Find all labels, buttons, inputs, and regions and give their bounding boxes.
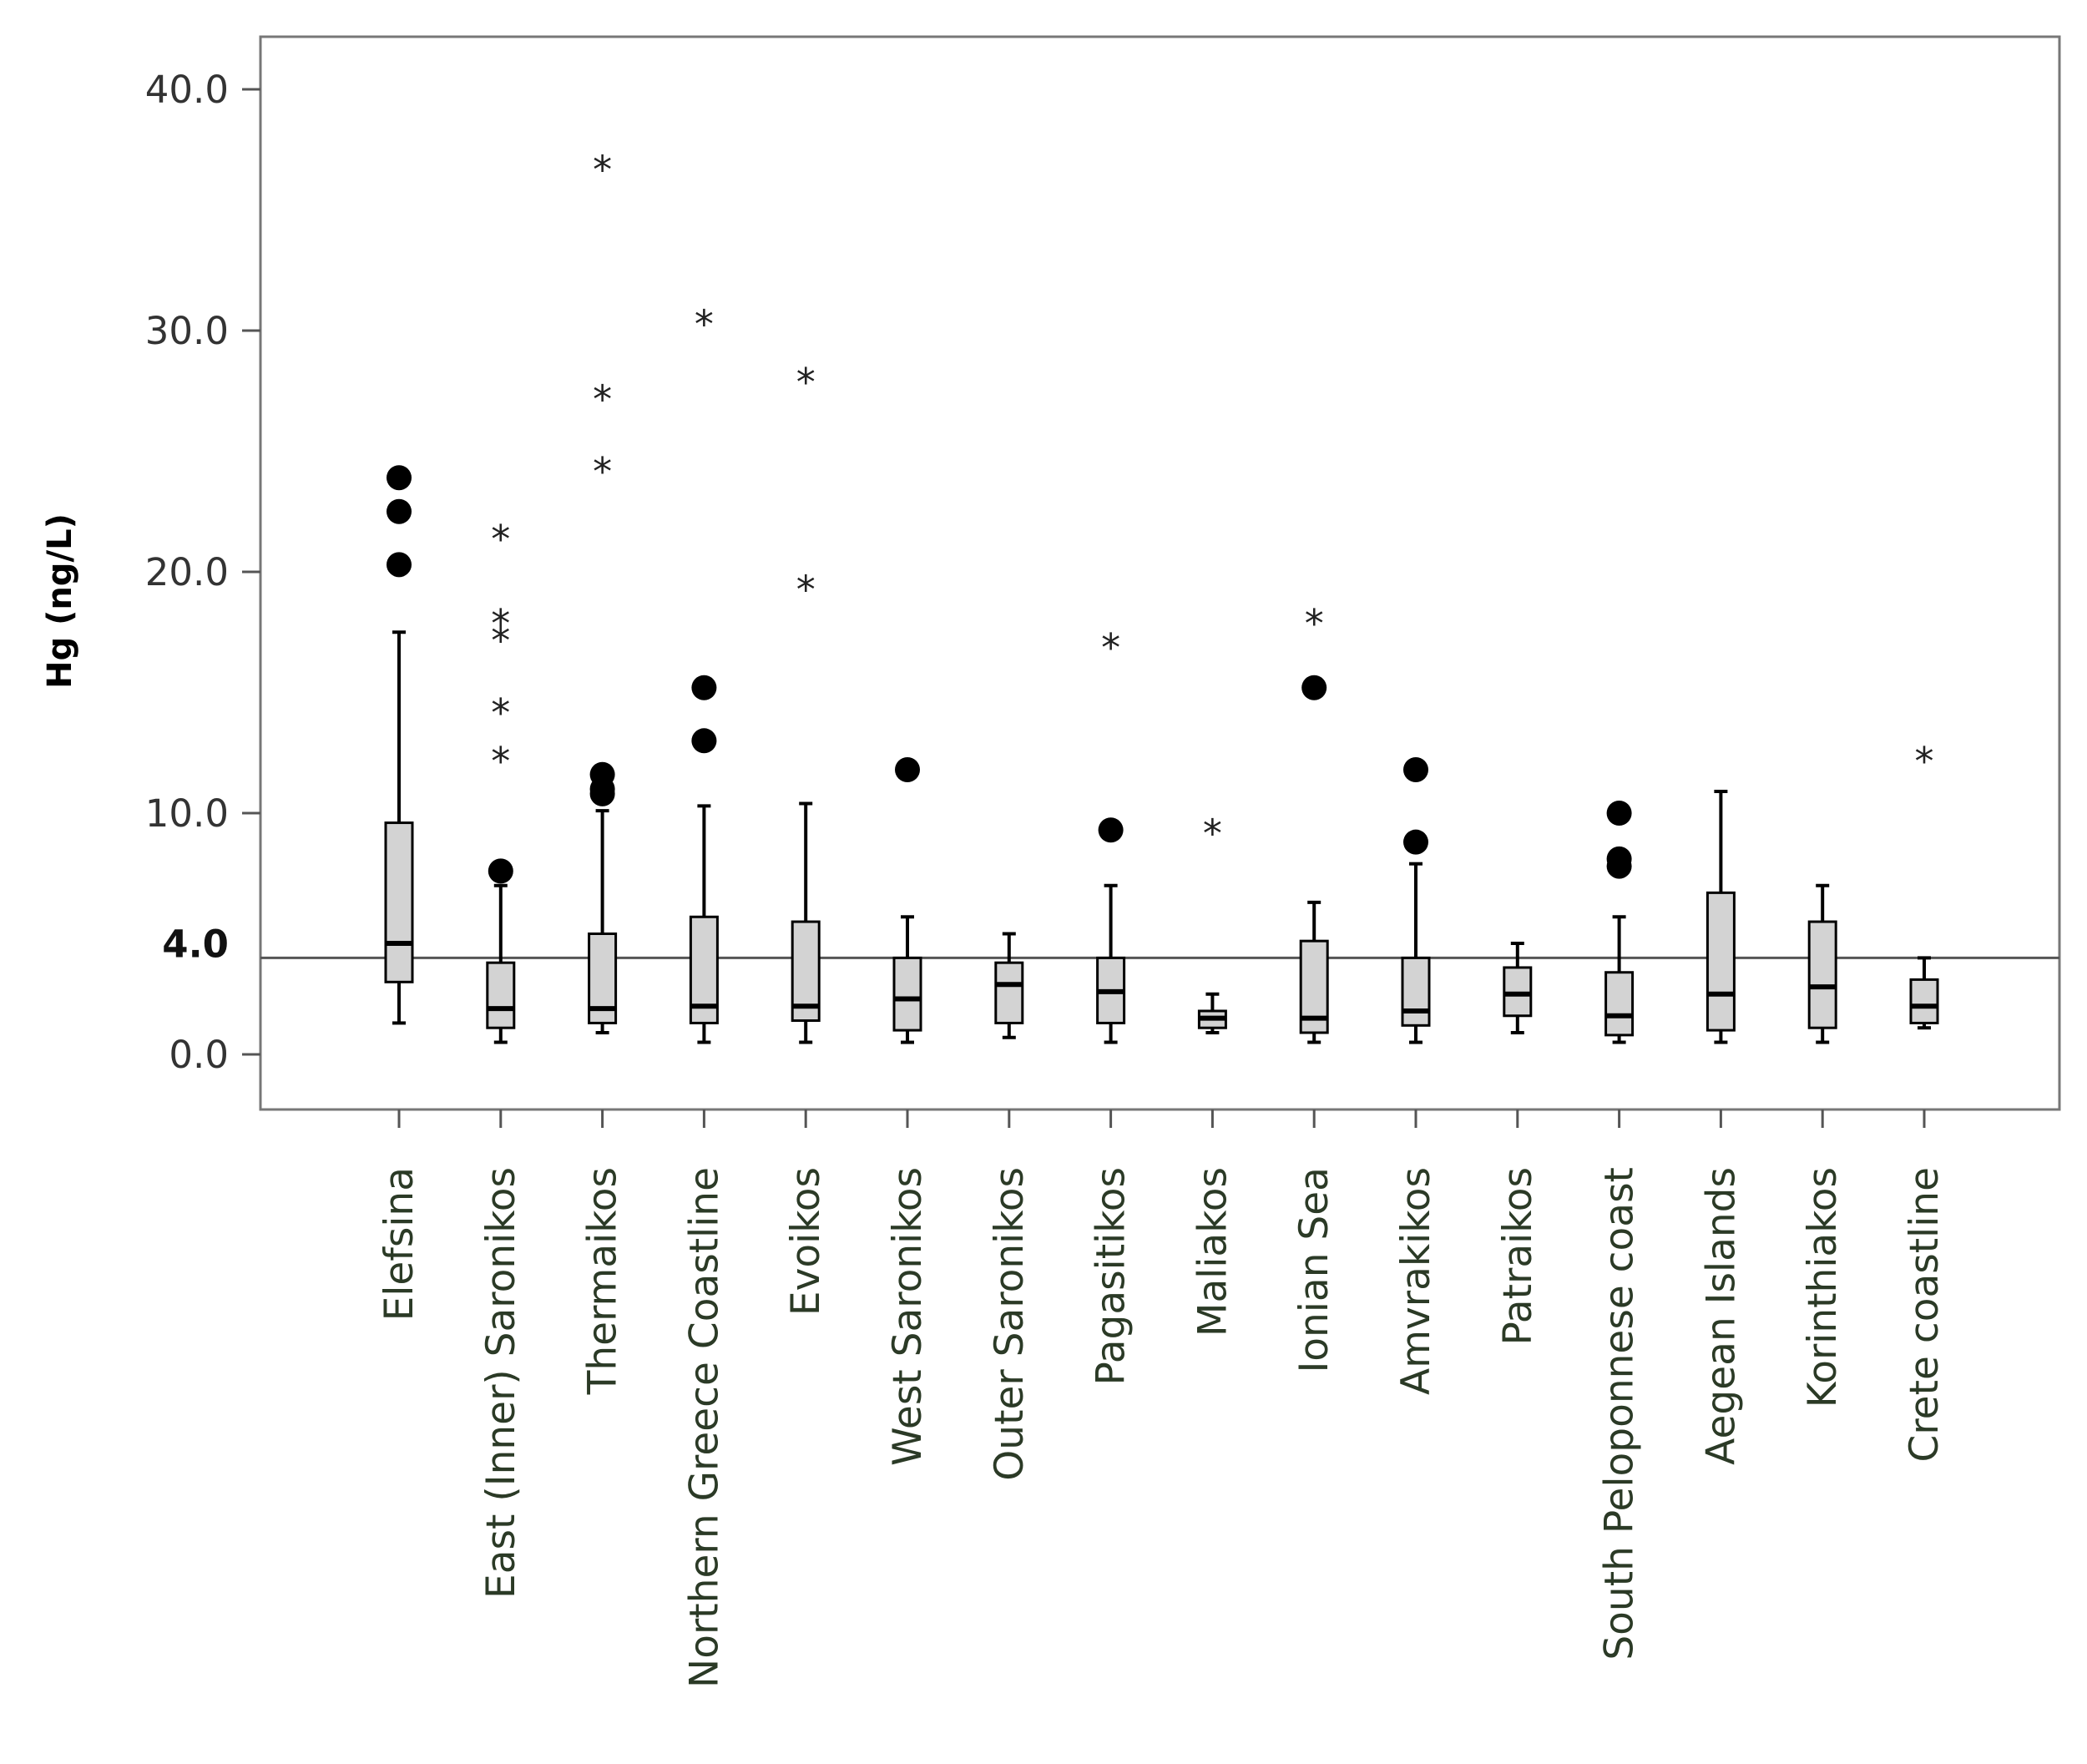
plot-frame [259,35,2061,1111]
category-label-13: Aegean Islands [1698,1167,1744,1465]
extreme-9-0: * [1305,601,1324,646]
category-label-6: Outer Saronikos [987,1167,1033,1481]
box-5 [892,756,922,1044]
iqr-box-0 [384,821,414,983]
extreme-4-0: * [796,568,816,613]
y-axis: 0.0 10.0 20.0 30.0 40.0 [145,68,260,1077]
outlier-10-1 [1403,756,1428,782]
category-label-14: Korinthiakos [1800,1167,1846,1408]
extreme-2-1: * [593,377,612,422]
reference-line-label: 4.0 [162,922,229,966]
y-tick-label-3: 30.0 [145,309,229,353]
category-label-8: Maliakos [1190,1167,1236,1337]
y-tick-label-0: 0.0 [169,1033,229,1077]
extreme-1-4: * [491,517,510,562]
extreme-2-0: * [593,449,612,494]
iqr-box-10 [1401,956,1431,1027]
box-6 [994,932,1024,1039]
box-9: * [1299,601,1329,1044]
box-3: * [689,302,719,1044]
box-12 [1604,801,1635,1044]
box-4: ** [791,360,821,1044]
extreme-7-0: * [1101,625,1120,670]
iqr-box-6 [994,961,1024,1024]
extreme-1-3: * [491,601,510,646]
extreme-4-1: * [796,360,816,405]
outlier-3-0 [691,728,717,754]
outlier-2-2 [589,761,615,787]
iqr-box-13 [1705,891,1736,1032]
extreme-3-0: * [695,302,714,347]
outlier-12-2 [1606,801,1632,826]
extreme-8-0: * [1203,811,1222,856]
box-15: * [1909,739,1939,1030]
category-label-11: Patraikos [1495,1167,1541,1345]
category-label-15: Crete coastline [1902,1167,1948,1462]
box-1: ***** [486,517,516,1044]
outlier-7-0 [1098,817,1124,843]
outlier-0-1 [387,498,412,524]
box-8: * [1197,811,1227,1034]
outlier-0-0 [387,552,412,578]
y-tick-label-1: 10.0 [145,791,229,836]
outlier-1-0 [488,858,513,884]
extreme-2-2: * [593,148,612,193]
iqr-box-15 [1909,978,1939,1024]
y-axis-label: Hg (ng/L) [41,513,79,689]
extreme-15-0: * [1915,739,1934,784]
box-10 [1401,756,1431,1044]
outlier-12-1 [1606,846,1632,872]
y-tick-label-2: 20.0 [145,550,229,594]
extreme-1-2: * [491,618,510,663]
extreme-1-0: * [491,739,510,784]
category-label-10: Amvrakikos [1393,1167,1439,1395]
category-label-2: Thermaikos [580,1167,626,1395]
iqr-box-14 [1807,920,1837,1029]
iqr-box-5 [892,956,922,1032]
category-label-5: West Saronikos [885,1167,931,1466]
category-label-1: East (Inner) Saronikos [478,1167,524,1599]
box-14 [1807,883,1837,1044]
outlier-3-1 [691,675,717,700]
extreme-1-1: * [491,690,510,735]
box-11 [1503,942,1533,1034]
outlier-0-2 [387,465,412,491]
boxes-group: *************** [384,148,1939,1044]
box-13 [1705,789,1736,1044]
outlier-5-0 [895,756,920,782]
box-0 [384,465,414,1025]
outlier-9-0 [1301,675,1327,700]
x-axis: Elefsina East (Inner) Saronikos Thermaikos… [376,1109,1948,1688]
iqr-box-1 [486,961,516,1029]
reference-line-group: 4.0 [162,922,2059,966]
category-label-4: Evoikos [783,1167,829,1316]
outlier-10-0 [1403,829,1428,855]
category-label-3: Northern Greece Coastline [681,1167,727,1688]
iqr-box-12 [1604,971,1635,1037]
box-2: * * * [588,148,618,1034]
category-label-0: Elefsina [376,1167,422,1321]
y-tick-label-4: 40.0 [145,68,229,112]
box-7: * [1096,625,1126,1044]
category-label-9: Ionian Sea [1291,1167,1337,1373]
category-label-7: Pagasitikos [1089,1167,1134,1385]
category-label-12: South Peloponnese coast [1597,1167,1643,1660]
